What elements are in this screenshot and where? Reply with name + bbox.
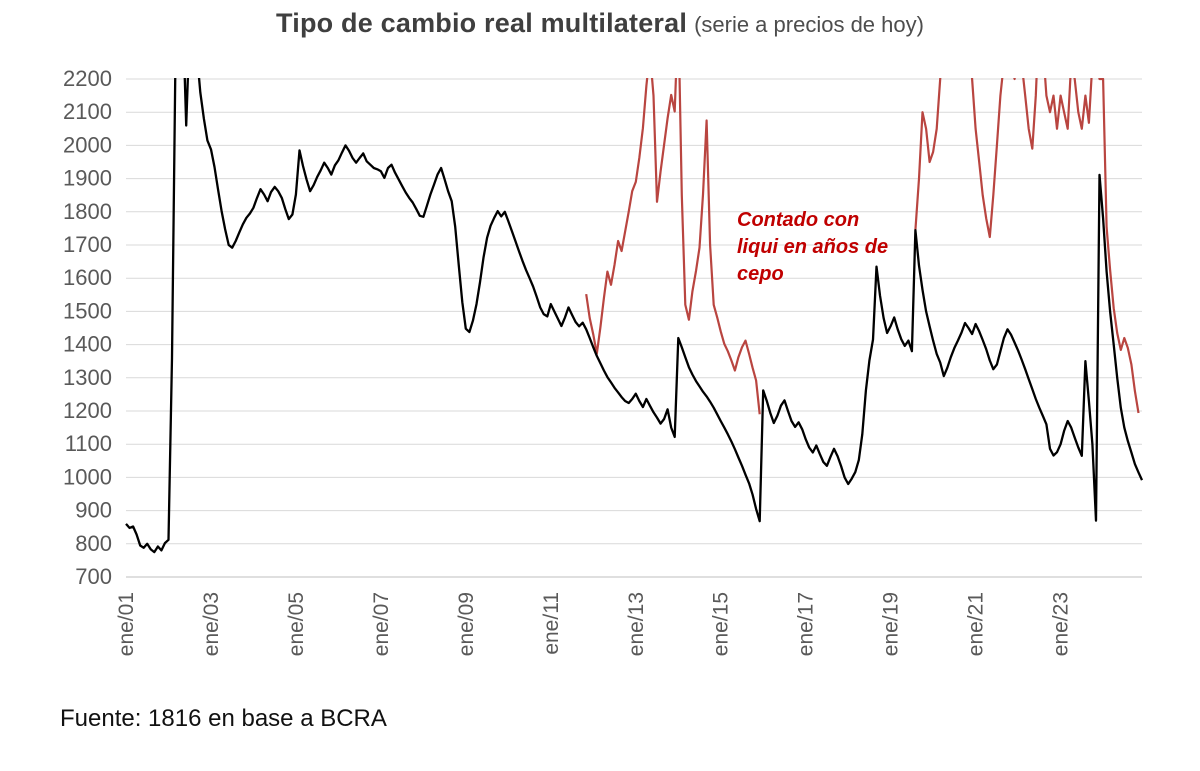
svg-text:ene/01: ene/01	[115, 592, 138, 656]
svg-text:ene/05: ene/05	[285, 592, 308, 656]
svg-text:800: 800	[75, 531, 112, 556]
svg-text:1200: 1200	[63, 398, 112, 423]
source-note: Fuente: 1816 en base a BCRA	[60, 705, 387, 732]
svg-text:2200: 2200	[63, 66, 112, 91]
series-lines	[125, 78, 1144, 554]
tcrm-line-series	[125, 78, 1144, 554]
svg-text:ene/23: ene/23	[1050, 592, 1073, 656]
svg-text:2000: 2000	[63, 132, 112, 157]
svg-text:ene/19: ene/19	[880, 592, 903, 656]
ccl-annotation-line: Contado con	[737, 209, 860, 231]
svg-text:ene/03: ene/03	[200, 592, 223, 656]
svg-text:1700: 1700	[63, 232, 112, 257]
svg-text:700: 700	[75, 564, 112, 589]
svg-text:ene/11: ene/11	[540, 592, 563, 655]
x-axis-labels: ene/01 ene/03 ene/05 ene/07 ene/09 ene/11 ene/…	[115, 592, 1073, 656]
svg-text:1600: 1600	[63, 265, 112, 290]
y-axis-labels: 700 800 900 1000 1100 1200 1300 1400 1500 1600 170…	[63, 66, 112, 589]
svg-text:1300: 1300	[63, 365, 112, 390]
svg-text:ene/07: ene/07	[370, 592, 393, 656]
ccl-annotation: Contado con liqui en años de cepo	[737, 207, 888, 288]
chart-title-main: Tipo de cambio real multilateral	[276, 8, 688, 38]
ccl-annotation-line: liqui en años de	[737, 236, 889, 258]
ccl-annotation-line: cepo	[737, 263, 784, 285]
svg-text:2100: 2100	[63, 99, 112, 124]
gridlines	[126, 78, 1142, 578]
svg-text:900: 900	[75, 498, 112, 523]
chart-title-subtitle: (serie a precios de hoy)	[694, 12, 924, 37]
svg-text:1800: 1800	[63, 199, 112, 224]
svg-text:ene/17: ene/17	[795, 592, 818, 656]
svg-text:1100: 1100	[65, 431, 112, 456]
ccl-line-series	[585, 78, 761, 415]
svg-text:1900: 1900	[63, 166, 112, 191]
ccl-line-series	[914, 78, 1140, 414]
chart-title: Tipo de cambio real multilateral (serie a…	[0, 8, 1200, 39]
svg-text:ene/13: ene/13	[625, 592, 648, 656]
svg-text:ene/21: ene/21	[965, 592, 988, 656]
svg-text:1000: 1000	[63, 464, 112, 489]
svg-text:1400: 1400	[63, 332, 112, 357]
svg-text:ene/15: ene/15	[710, 592, 733, 656]
svg-text:1500: 1500	[63, 298, 112, 323]
svg-text:ene/09: ene/09	[455, 592, 478, 656]
